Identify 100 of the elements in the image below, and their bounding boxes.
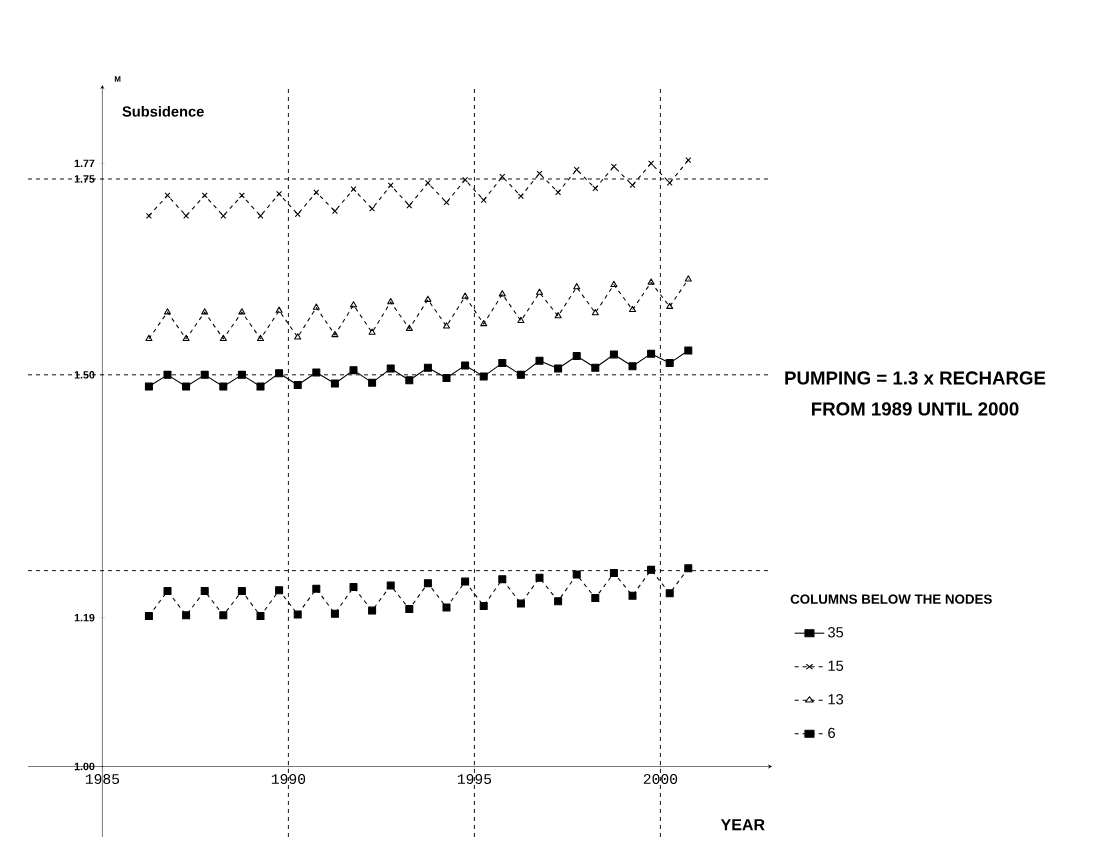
point — [498, 290, 506, 297]
point — [610, 163, 617, 170]
point — [349, 366, 358, 375]
point — [480, 197, 487, 204]
point — [554, 312, 562, 319]
point — [609, 569, 618, 578]
point — [238, 192, 245, 199]
point — [555, 189, 562, 196]
point — [368, 328, 376, 335]
point — [535, 288, 544, 295]
point — [424, 295, 432, 302]
point — [349, 301, 358, 308]
point — [220, 212, 227, 219]
point — [219, 382, 228, 391]
point — [628, 362, 637, 371]
x-tick-label: 1990 — [271, 774, 306, 785]
point — [237, 370, 246, 379]
point — [573, 166, 580, 173]
point — [516, 370, 525, 379]
point — [256, 612, 265, 621]
point — [182, 334, 190, 342]
x-axis-title: YEAR — [720, 819, 765, 831]
point — [275, 369, 284, 378]
point — [572, 570, 581, 579]
point — [535, 573, 544, 582]
legend-label: 15 — [828, 660, 844, 671]
point — [684, 346, 693, 355]
point — [665, 589, 674, 598]
point — [386, 364, 395, 373]
y-tick-label: 1.00 — [74, 762, 95, 771]
point — [293, 381, 302, 390]
point — [572, 352, 581, 361]
point — [350, 186, 357, 193]
point — [647, 278, 655, 285]
point — [237, 587, 246, 596]
text: FROM 1989 UNTIL 2000 — [812, 402, 1019, 416]
point — [368, 606, 377, 615]
point — [479, 601, 488, 610]
point — [666, 302, 674, 309]
point — [516, 599, 525, 608]
point — [405, 376, 414, 385]
point — [517, 193, 524, 200]
point — [666, 179, 673, 186]
point — [349, 583, 358, 592]
y-tick-label: 1.50 — [74, 371, 95, 379]
point — [647, 565, 656, 574]
point — [293, 610, 302, 619]
point — [462, 176, 469, 183]
point — [405, 605, 414, 614]
legend-label: 35 — [828, 627, 844, 638]
point — [684, 275, 692, 282]
legend-title: COLUMNS BELOW THE NODES — [790, 594, 992, 604]
point — [219, 611, 228, 620]
point — [498, 359, 507, 368]
x-tick-label: 1995 — [457, 774, 492, 785]
point — [609, 350, 618, 359]
point — [591, 594, 600, 603]
point — [182, 382, 191, 391]
point — [573, 283, 581, 290]
point — [201, 308, 209, 315]
point — [257, 212, 264, 219]
point — [386, 581, 395, 590]
point — [256, 334, 265, 342]
point — [517, 316, 525, 324]
point — [200, 587, 209, 596]
point — [312, 584, 321, 593]
point — [442, 603, 451, 612]
x-tick-label: 2000 — [643, 774, 678, 785]
point — [610, 280, 618, 288]
point — [685, 157, 692, 164]
point — [387, 297, 395, 305]
point — [163, 587, 172, 596]
y-tick-label: 1.19 — [74, 613, 95, 622]
point — [628, 591, 637, 600]
point — [628, 305, 637, 313]
point — [238, 308, 246, 315]
point — [554, 364, 563, 373]
point — [183, 212, 190, 219]
point — [200, 370, 209, 379]
point — [423, 363, 432, 372]
point — [182, 611, 191, 620]
point — [647, 349, 656, 358]
point — [591, 308, 599, 316]
point — [461, 361, 470, 370]
point — [330, 379, 339, 388]
y-axis-title: Subsidence — [122, 105, 204, 117]
point — [369, 205, 376, 212]
point — [498, 575, 507, 584]
point — [684, 564, 693, 573]
point — [479, 372, 488, 381]
point — [275, 306, 283, 313]
point — [144, 382, 153, 391]
text: PUMPING = 1.3 x RECHARGE — [785, 371, 1046, 385]
point — [201, 192, 208, 199]
point — [423, 579, 432, 588]
point — [665, 359, 674, 368]
point — [480, 319, 488, 327]
y-tick-label: 1.77 — [74, 159, 95, 167]
y-tick-label: 1.75 — [74, 175, 95, 183]
x-tick-label: 1985 — [85, 774, 120, 785]
